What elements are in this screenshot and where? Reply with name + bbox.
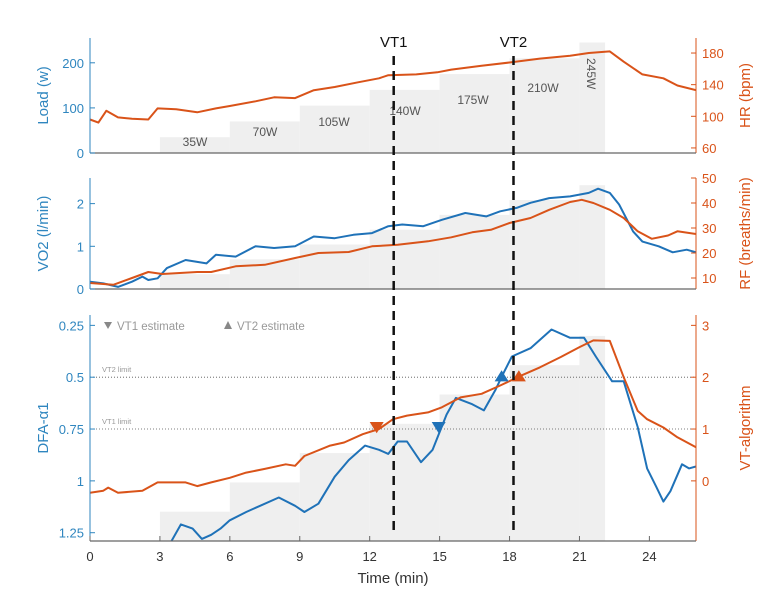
right-axis-label: RF (breaths/min)	[737, 177, 754, 290]
load-bar-105W	[299, 244, 370, 289]
vt1-dfa-estimate-marker	[431, 422, 446, 434]
left-tick-label: 0.5	[66, 370, 84, 385]
load-bar-105W	[299, 453, 370, 541]
load-bar-175W	[439, 74, 510, 153]
series-line-right	[90, 339, 696, 494]
load-bar-245W	[579, 42, 606, 153]
right-tick-label: 60	[702, 141, 716, 156]
left-tick-label: 1	[77, 474, 84, 489]
legend-up-triangle-icon	[224, 321, 232, 329]
x-tick-label: 12	[362, 549, 376, 564]
limit-label: VT2 limit	[102, 365, 132, 374]
left-tick-label: 0	[77, 146, 84, 161]
load-label: 35W	[183, 135, 208, 149]
right-tick-label: 2	[702, 370, 709, 385]
load-bar-140W	[369, 423, 440, 541]
vt-label-vt2: VT2	[500, 34, 528, 51]
right-tick-label: 50	[702, 171, 716, 186]
load-bar-35W	[159, 274, 230, 289]
series-line-right	[90, 198, 696, 286]
x-tick-label: 9	[296, 549, 303, 564]
left-tick-label: 200	[62, 56, 84, 71]
right-axis-label: VT-algorithm	[737, 385, 754, 470]
series-line-left	[170, 328, 696, 541]
load-bar-210W	[509, 365, 580, 541]
load-label: 245W	[584, 58, 598, 90]
left-tick-label: 1	[77, 239, 84, 254]
panel-2: 0 1 2 10 20 30 40 50 VO2 (l/min) RF (breaths/min)	[35, 171, 754, 297]
load-label: 210W	[527, 81, 559, 95]
load-bar-140W	[369, 89, 440, 153]
left-tick-label: 2	[77, 197, 84, 212]
left-axis-label: Load (w)	[35, 66, 52, 124]
load-bar-70W	[229, 482, 300, 541]
left-tick-label: 100	[62, 101, 84, 116]
load-bar-105W	[299, 105, 370, 153]
right-tick-label: 180	[702, 46, 724, 61]
right-tick-label: 1	[702, 422, 709, 437]
left-tick-label: 0.75	[59, 422, 84, 437]
vt-label-vt1: VT1	[380, 34, 408, 51]
load-bar-175W	[439, 394, 510, 541]
x-axis-label: Time (min)	[357, 570, 428, 587]
load-label: 140W	[389, 104, 421, 118]
x-tick-label: 15	[432, 549, 446, 564]
vt2-dfa-estimate-marker	[494, 370, 509, 382]
load-bar-210W	[509, 58, 580, 154]
series-line-right	[90, 50, 696, 124]
x-tick-label: 3	[156, 549, 163, 564]
load-bar-70W	[229, 121, 300, 153]
load-label: 175W	[457, 93, 489, 107]
right-tick-label: 40	[702, 196, 716, 211]
load-bar-35W	[159, 511, 230, 541]
load-label: 70W	[253, 125, 278, 139]
vt2-algorithm-estimate-marker	[511, 370, 526, 382]
load-bar-35W	[159, 137, 230, 153]
left-tick-label: 0.25	[59, 318, 84, 333]
left-axis-label: DFA-α1	[35, 402, 52, 453]
right-tick-label: 20	[702, 246, 716, 261]
right-tick-label: 30	[702, 221, 716, 236]
limit-label: VT1 limit	[102, 417, 132, 426]
x-tick-label: 18	[502, 549, 516, 564]
panel-1: 35W 70W 105W 140W 175W 210W 245W 0 100 200 60 100 14…	[35, 38, 754, 161]
legend-label: VT2 estimate	[237, 321, 305, 333]
load-bar-245W	[579, 335, 606, 541]
load-bar-140W	[369, 229, 440, 289]
left-tick-label: 1.25	[59, 526, 84, 541]
load-label: 105W	[318, 115, 350, 129]
right-tick-label: 0	[702, 474, 709, 489]
x-tick-label: 0	[86, 549, 93, 564]
right-axis-label: HR (bpm)	[737, 63, 754, 128]
legend-label: VT1 estimate	[117, 321, 185, 333]
load-bar-210W	[509, 200, 580, 289]
legend-down-triangle-icon	[104, 322, 112, 329]
right-tick-label: 3	[702, 318, 709, 333]
x-tick-label: 6	[226, 549, 233, 564]
left-axis-label: VO2 (l/min)	[35, 196, 52, 272]
right-tick-label: 100	[702, 109, 724, 124]
x-tick-label: 21	[572, 549, 586, 564]
right-tick-label: 10	[702, 271, 716, 286]
vt1-algorithm-estimate-marker	[369, 422, 384, 434]
panel-3: VT2 limit VT1 limit VT1 estimate VT2 estima…	[35, 315, 754, 587]
left-tick-label: 0	[77, 282, 84, 297]
right-tick-label: 140	[702, 78, 724, 93]
x-tick-label: 24	[642, 549, 656, 564]
